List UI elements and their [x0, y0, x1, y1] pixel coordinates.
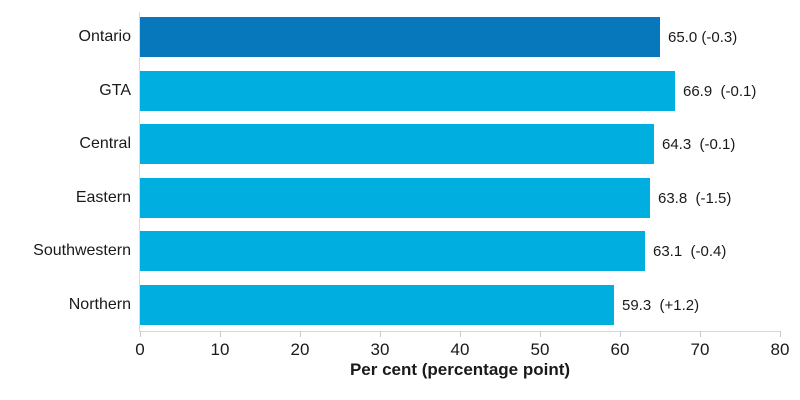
- category-label: Eastern: [75, 189, 131, 206]
- x-tick-label: 50: [530, 340, 550, 359]
- bar: [140, 124, 654, 164]
- x-tick-label: 80: [770, 340, 790, 359]
- x-tick: [780, 331, 781, 337]
- category-label: Central: [79, 135, 131, 152]
- bar: [140, 285, 614, 325]
- value-label: 63.1 (-0.4): [653, 242, 727, 260]
- value-label: 65.0 (-0.3): [668, 28, 738, 46]
- x-tick: [380, 331, 381, 337]
- bar: [140, 71, 675, 111]
- y-axis-line: [139, 12, 140, 331]
- x-tick-label: 70: [690, 340, 710, 359]
- category-label: Southwestern: [33, 242, 131, 259]
- x-tick-label: 10: [210, 340, 230, 359]
- value-label: 64.3 (-0.1): [662, 135, 736, 153]
- bar: [140, 231, 645, 271]
- x-tick-label: 30: [370, 340, 390, 359]
- value-label: 59.3 (+1.2): [622, 296, 700, 314]
- x-axis-title: Per cent (percentage point): [349, 360, 571, 379]
- x-tick-label: 60: [610, 340, 630, 359]
- x-tick: [540, 331, 541, 337]
- bar: [140, 17, 660, 57]
- x-tick: [620, 331, 621, 337]
- x-tick: [700, 331, 701, 337]
- category-label: Ontario: [78, 28, 131, 45]
- category-label: Northern: [68, 296, 131, 313]
- value-label: 63.8 (-1.5): [658, 189, 732, 207]
- x-tick: [460, 331, 461, 337]
- value-label: 66.9 (-0.1): [683, 82, 757, 100]
- x-tick: [140, 331, 141, 337]
- x-tick: [300, 331, 301, 337]
- category-label: GTA: [99, 82, 131, 99]
- x-tick: [220, 331, 221, 337]
- bar: [140, 178, 650, 218]
- x-tick-label: 40: [450, 340, 470, 359]
- x-tick-label: 0: [135, 340, 145, 359]
- x-tick-label: 20: [290, 340, 310, 359]
